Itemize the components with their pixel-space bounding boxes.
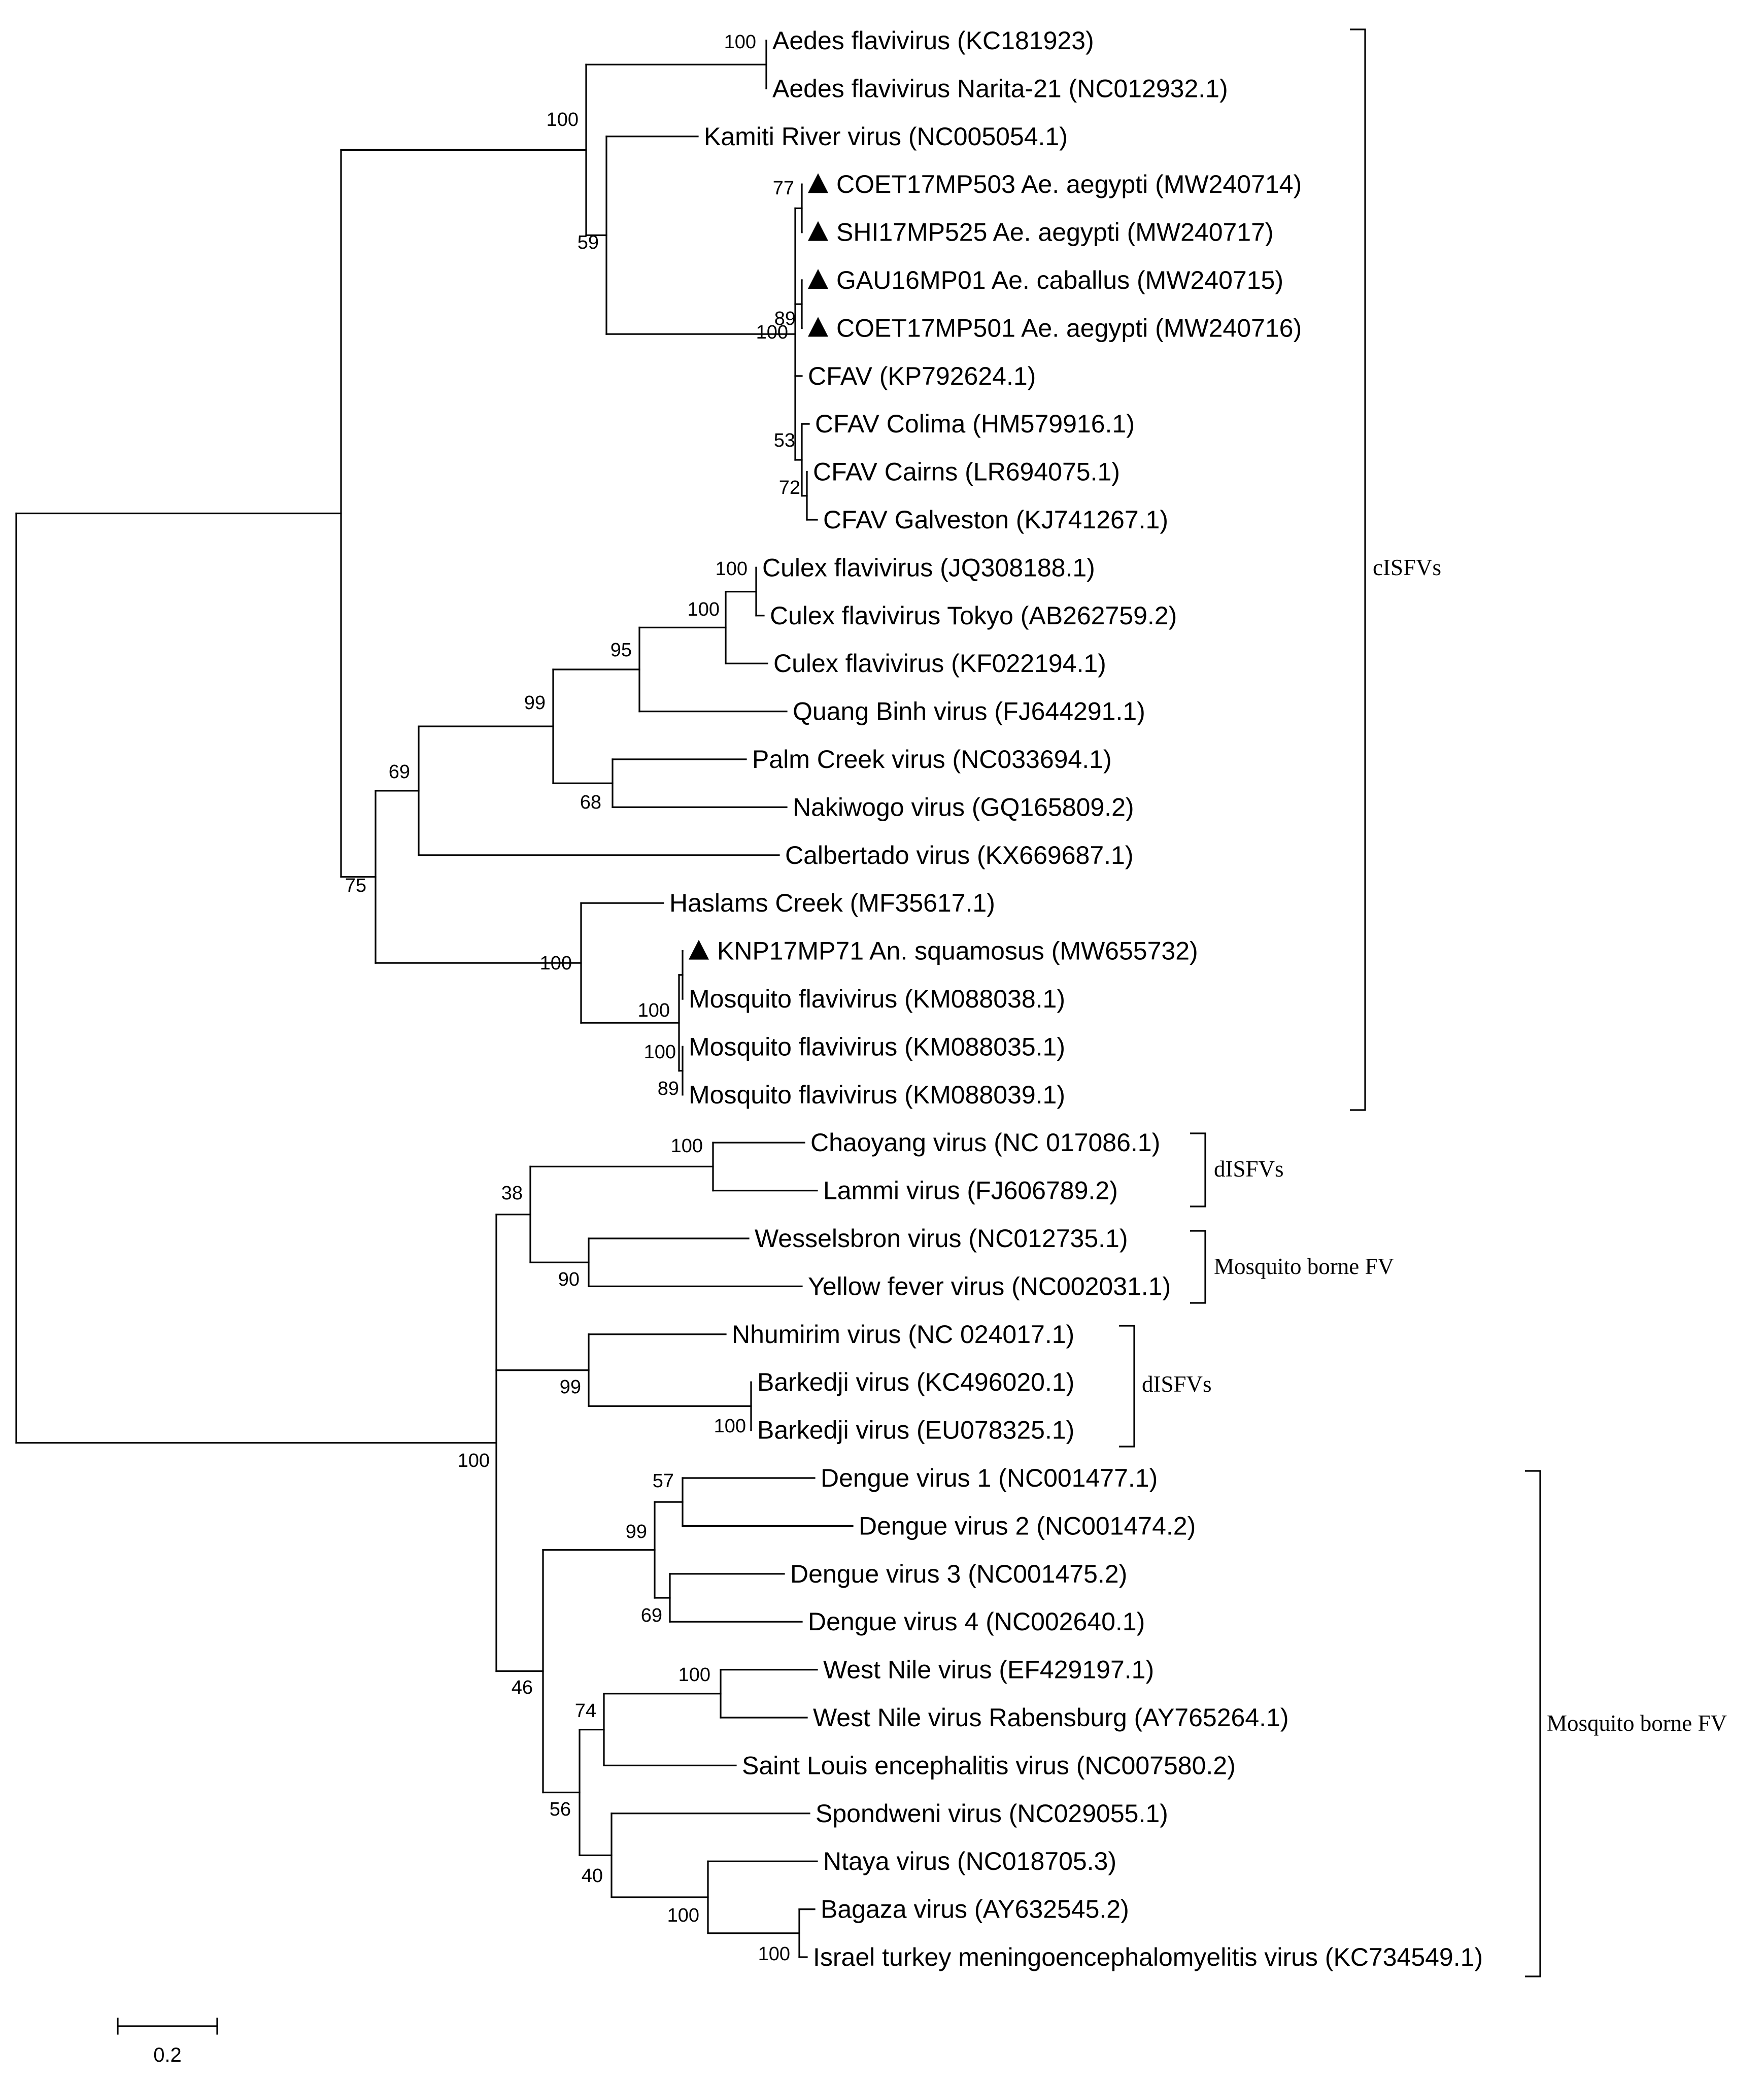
bootstrap-barkedji_pair: 100 bbox=[714, 1416, 746, 1437]
taxon-label-cfav_colima: CFAV Colima (HM579916.1) bbox=[815, 410, 1135, 438]
marker-triangle-icon bbox=[808, 173, 828, 193]
taxon-label-haslams: Haslams Creek (MF35617.1) bbox=[669, 889, 995, 917]
bootstrap-mbfv_clade: 46 bbox=[512, 1677, 533, 1698]
taxon-label-cfav: CFAV (KP792624.1) bbox=[808, 362, 1036, 390]
bracket-disfvs_upper bbox=[1190, 1132, 1206, 1207]
taxon-label-slev: Saint Louis encephalitis virus (NC007580… bbox=[742, 1751, 1236, 1780]
tree-branches bbox=[15, 40, 854, 1958]
marker-triangle-icon bbox=[808, 269, 828, 289]
taxon-label-spondweni: Spondweni virus (NC029055.1) bbox=[816, 1799, 1168, 1828]
bootstrap-palm_nakiwogo: 68 bbox=[580, 792, 601, 813]
bootstrap-haslams_group: 100 bbox=[540, 953, 572, 974]
bootstrap-ntaya_group: 100 bbox=[667, 1905, 699, 1926]
bootstrap-culex_haslams: 75 bbox=[345, 875, 366, 896]
bracket-mbfv_upper bbox=[1190, 1230, 1206, 1304]
taxon-label-nhumirim: Nhumirim virus (NC 024017.1) bbox=[732, 1320, 1074, 1349]
taxon-label-ntaya: Ntaya virus (NC018705.3) bbox=[823, 1847, 1116, 1875]
taxon-label-wesselsbron: Wesselsbron virus (NC012735.1) bbox=[755, 1224, 1128, 1253]
taxon-label-culex2: Culex flavivirus (KF022194.1) bbox=[773, 649, 1106, 678]
bracket-cisfvs_top bbox=[1350, 28, 1366, 1111]
taxon-label-shi525: SHI17MP525 Ae. aegypti (MW240717) bbox=[836, 218, 1274, 247]
bootstrap-dengue_1_2: 57 bbox=[653, 1470, 674, 1492]
taxon-label-yellow_fever: Yellow fever virus (NC002031.1) bbox=[808, 1272, 1171, 1300]
bootstrap-kamiti_cfav: 59 bbox=[578, 232, 599, 253]
bootstrap-culex_calbertado: 69 bbox=[389, 761, 410, 783]
group-label-cisfvs_top: cISFVs bbox=[1373, 555, 1441, 580]
group-label-mbfv_upper: Mosquito borne FV bbox=[1214, 1254, 1394, 1279]
scale-bar-label: 0.2 bbox=[153, 2044, 182, 2066]
taxon-label-calbertado: Calbertado virus (KX669687.1) bbox=[785, 841, 1134, 869]
marker-triangle-icon bbox=[808, 221, 828, 241]
taxon-label-wnv_rab: West Nile virus Rabensburg (AY765264.1) bbox=[813, 1703, 1289, 1732]
taxon-label-barkedji2: Barkedji virus (EU078325.1) bbox=[757, 1416, 1074, 1445]
taxon-label-barkedji1: Barkedji virus (KC496020.1) bbox=[757, 1368, 1074, 1396]
taxon-label-cfav_cairns: CFAV Cairns (LR694075.1) bbox=[813, 458, 1120, 486]
marker-triangle-icon bbox=[689, 939, 709, 960]
bootstrap-aedes_kamiti_cfav: 100 bbox=[547, 109, 579, 130]
bootstrap-dengue_3_4: 69 bbox=[641, 1605, 662, 1626]
group-label-mbfv_lower: Mosquito borne FV bbox=[1547, 1710, 1727, 1736]
taxon-label-coet503: COET17MP503 Ae. aegypti (MW240714) bbox=[836, 170, 1302, 198]
taxon-label-quang_binh: Quang Binh virus (FJ644291.1) bbox=[793, 697, 1145, 726]
taxon-labels: Aedes flavivirus (KC181923) Aedes flavivi… bbox=[669, 26, 1483, 1971]
bootstrap-jev_ntaya_groups: 56 bbox=[550, 1799, 571, 1820]
bootstrap-second_major: 100 bbox=[458, 1450, 490, 1471]
taxon-label-knp71: KNP17MP71 An. squamosus (MW655732) bbox=[717, 937, 1198, 965]
bootstrap-culex_quang: 95 bbox=[610, 640, 632, 661]
bootstrap-spondweni_ntaya: 40 bbox=[582, 1865, 603, 1887]
bootstrap-gau01_coet501: 89 bbox=[774, 308, 796, 329]
taxon-label-bagaza: Bagaza virus (AY632545.2) bbox=[821, 1895, 1129, 1924]
taxon-label-dengue1: Dengue virus 1 (NC001477.1) bbox=[821, 1464, 1158, 1492]
bootstrap-wnv_pair: 100 bbox=[679, 1664, 710, 1686]
bootstrap-culex_trio: 100 bbox=[688, 599, 720, 620]
taxon-label-aedes_fv: Aedes flavivirus (KC181923) bbox=[772, 26, 1094, 55]
taxon-label-culex1: Culex flavivirus (JQ308188.1) bbox=[762, 553, 1095, 582]
bootstrap-cfav_field: 100 bbox=[756, 322, 788, 343]
bootstrap-mosq35_39: 89 bbox=[658, 1078, 679, 1099]
taxon-label-culex_tokyo: Culex flavivirus Tokyo (AB262759.2) bbox=[770, 601, 1177, 630]
taxon-label-mosq35: Mosquito flavivirus (KM088035.1) bbox=[689, 1032, 1065, 1061]
taxon-label-mosq38: Mosquito flavivirus (KM088038.1) bbox=[689, 985, 1065, 1013]
bootstrap-cfav_colima_group: 53 bbox=[774, 430, 795, 451]
bootstrap-aedes_pair: 100 bbox=[724, 31, 756, 53]
taxon-label-dengue2: Dengue virus 2 (NC001474.2) bbox=[859, 1512, 1196, 1540]
taxon-label-mosq39: Mosquito flavivirus (KM088039.1) bbox=[689, 1081, 1065, 1109]
taxon-label-dengue3: Dengue virus 3 (NC001475.2) bbox=[790, 1560, 1127, 1588]
bootstrap-dengue_all: 99 bbox=[626, 1521, 647, 1542]
taxon-label-coet501: COET17MP501 Ae. aegypti (MW240716) bbox=[836, 314, 1302, 342]
bootstrap-wnv_slev: 74 bbox=[575, 1700, 596, 1722]
bracket-mbfv_lower bbox=[1525, 1470, 1541, 1977]
taxon-label-chaoyang: Chaoyang virus (NC 017086.1) bbox=[810, 1128, 1160, 1157]
bootstrap-coet503_shi525: 77 bbox=[773, 178, 794, 199]
bootstrap-culex_palm: 99 bbox=[524, 692, 546, 714]
scale-bar: 0.2 bbox=[117, 2018, 218, 2066]
taxon-label-itmv: Israel turkey meningoencephalomyelitis v… bbox=[813, 1943, 1483, 1971]
taxon-label-nakiwogo: Nakiwogo virus (GQ165809.2) bbox=[793, 793, 1134, 821]
taxon-label-kamiti: Kamiti River virus (NC005054.1) bbox=[704, 122, 1068, 151]
marker-triangle-icon bbox=[808, 317, 828, 337]
taxon-label-lammi: Lammi virus (FJ606789.2) bbox=[823, 1177, 1118, 1205]
group-brackets: cISFVs dISFVs Mosquito borne FV dISFVs Mosqu… bbox=[1119, 28, 1727, 1977]
bootstrap-wessel_yellow: 90 bbox=[558, 1269, 580, 1290]
bootstrap-culex_pair: 100 bbox=[716, 558, 748, 580]
bootstrap-labels: 1001005977891005372100100959968697510010… bbox=[345, 31, 800, 1965]
group-label-disfvs_lower: dISFVs bbox=[1142, 1371, 1212, 1397]
taxon-label-wnv: West Nile virus (EF429197.1) bbox=[823, 1656, 1154, 1684]
group-label-disfvs_upper: dISFVs bbox=[1214, 1156, 1284, 1182]
taxon-label-dengue4: Dengue virus 4 (NC002640.1) bbox=[808, 1607, 1145, 1636]
taxon-label-aedes_narita: Aedes flavivirus Narita-21 (NC012932.1) bbox=[772, 74, 1228, 103]
bootstrap-knp_mosq38: 100 bbox=[638, 1000, 670, 1021]
bootstrap-mosq_group: 100 bbox=[644, 1042, 676, 1063]
taxon-label-gau01: GAU16MP01 Ae. caballus (MW240715) bbox=[836, 266, 1283, 294]
bracket-disfvs_lower bbox=[1119, 1325, 1135, 1448]
bootstrap-chaoyang_lammi: 100 bbox=[671, 1135, 703, 1157]
bootstrap-bagaza_itmv: 100 bbox=[758, 1943, 790, 1965]
bootstrap-cairns_galveston: 72 bbox=[779, 477, 800, 498]
taxon-label-cfav_galveston: CFAV Galveston (KJ741267.1) bbox=[823, 506, 1168, 534]
bootstrap-nhumirim_barkedji: 99 bbox=[560, 1377, 581, 1398]
taxon-label-palm_creek: Palm Creek virus (NC033694.1) bbox=[752, 745, 1112, 774]
bootstrap-dual_clade: 38 bbox=[501, 1183, 523, 1204]
